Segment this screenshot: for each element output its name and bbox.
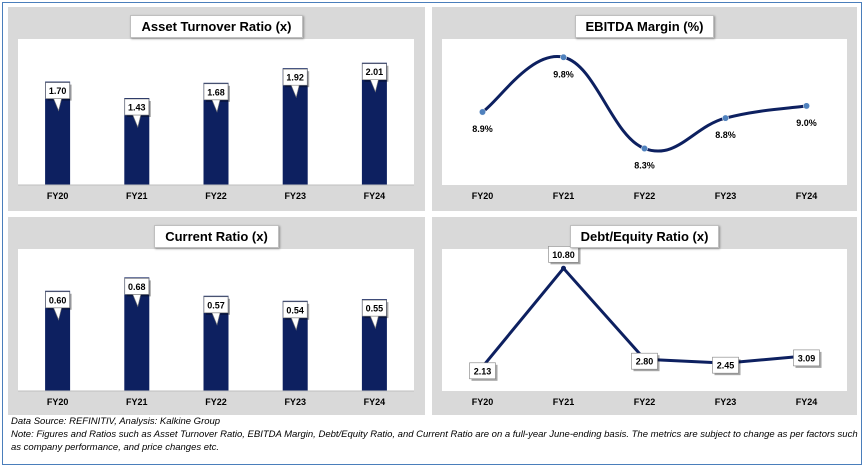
ebitda-margin-point-fy23: [722, 114, 729, 122]
debt-equity-label-fy23-group: 2.45: [712, 356, 741, 376]
asset-turnover-label-fy21-box: [124, 98, 150, 116]
current-ratio-label-fy20-group: 0.60: [45, 291, 72, 321]
debt-equity-chart: 2.13 10.80 2.80 2.45 3.09 FY20 FY21 FY22 FY23 FY2…: [442, 246, 847, 407]
ebitda-margin-x-tick-fy23: FY23: [715, 191, 737, 201]
current-ratio-label-fy23-group: 0.54: [282, 301, 310, 331]
debt-equity-label-fy21-box: [548, 246, 579, 263]
debt-equity-label-fy23: 2.45: [717, 361, 735, 371]
asset-turnover-label-fy24-box: [362, 63, 387, 81]
note-text: Note: Figures and Ratios such as Asset T…: [11, 429, 858, 453]
asset-turnover-label-fy23: 1.92: [286, 73, 304, 83]
current-ratio-x-tick-fy20: FY20: [47, 397, 69, 407]
debt-equity-label-fy21: 10.80: [552, 250, 575, 260]
current-ratio-label-fy20: 0.60: [49, 295, 67, 305]
ebitda-margin-x-tick-fy22: FY22: [634, 191, 656, 201]
debt-equity-x-tick-fy23: FY23: [715, 397, 737, 407]
debt-equity-point-fy21: [561, 265, 566, 271]
asset-turnover-label-fy24-group: 2.01: [362, 63, 389, 93]
current-ratio-label-fy22: 0.57: [207, 300, 225, 310]
ebitda-margin-label-fy22: 8.3%: [634, 161, 655, 171]
current-ratio-x-tick-fy23: FY23: [284, 397, 306, 407]
debt-equity-label-fy20: 2.13: [474, 366, 492, 376]
current-ratio-x-tick-fy22: FY22: [205, 397, 227, 407]
asset-turnover-label-fy21: 1.43: [128, 103, 146, 113]
asset-turnover-chart: 1.70 1.43 1.68 1.92 2.01 FY20 FY21 FY22 FY23 FY24: [18, 39, 414, 201]
current-ratio-label-fy24-box: [362, 299, 387, 317]
ebitda-margin-label-fy24: 9.0%: [796, 118, 817, 128]
asset-turnover-label-fy20-group: 1.70: [45, 82, 72, 112]
asset-turnover-label-fy20: 1.70: [49, 86, 67, 96]
asset-turnover-label-fy22: 1.68: [207, 87, 225, 97]
asset-turnover-x-tick-fy20: FY20: [47, 191, 69, 201]
current-ratio-label-fy21-box: [124, 278, 150, 295]
asset-turnover-label-fy22-box: [203, 83, 229, 101]
ebitda-margin-title: EBITDA Margin (%): [574, 15, 715, 38]
debt-equity-label-fy21-group: 10.80: [548, 246, 581, 265]
ebitda-margin-point-fy22: [641, 145, 648, 152]
asset-turnover-panel: 1.70 1.43 1.68 1.92 2.01 FY20 FY21 FY22 FY23 FY24…: [8, 7, 425, 211]
asset-turnover-label-fy23-group: 1.92: [282, 68, 310, 99]
debt-equity-label-fy20-box: [469, 362, 496, 380]
ebitda-margin-chart: 8.9% 9.8% 8.3% 8.8% 9.0% FY20 FY21 FY22 FY23 FY24: [442, 39, 847, 201]
current-ratio-label-fy24: 0.55: [366, 304, 384, 314]
asset-turnover-label-fy24: 2.01: [366, 67, 384, 77]
current-ratio-label-fy22-box: [203, 296, 229, 314]
debt-equity-label-fy24-box: [793, 349, 820, 367]
asset-turnover-x-tick-fy23: FY23: [284, 191, 306, 201]
current-ratio-label-fy20-box: [45, 291, 70, 309]
current-ratio-label-fy22-group: 0.57: [203, 296, 230, 326]
ebitda-margin-plot-area: [442, 39, 847, 185]
asset-turnover-label-fy21-group: 1.43: [124, 98, 151, 128]
debt-equity-label-fy23-box: [712, 356, 739, 374]
current-ratio-label-fy23: 0.54: [286, 305, 304, 315]
asset-turnover-x-tick-fy21: FY21: [126, 191, 148, 201]
footer-notes: Data Source: REFINITIV, Analysis: Kalkin…: [11, 415, 861, 454]
debt-equity-x-tick-fy24: FY24: [796, 397, 818, 407]
ebitda-margin-point-fy24: [803, 102, 810, 110]
asset-turnover-x-tick-fy22: FY22: [205, 191, 227, 201]
current-ratio-label-fy21-group: 0.68: [124, 278, 151, 308]
current-ratio-x-tick-fy21: FY21: [126, 397, 148, 407]
debt-equity-title: Debt/Equity Ratio (x): [569, 225, 720, 248]
current-ratio-label-fy24-group: 0.55: [362, 299, 389, 330]
current-ratio-label-fy23-box: [282, 301, 308, 319]
ebitda-margin-x-tick-fy21: FY21: [553, 191, 575, 201]
current-ratio-chart: 0.60 0.68 0.57 0.54 0.55 FY20 FY21 FY22 FY23 FY24: [18, 249, 414, 407]
debt-equity-label-fy22: 2.80: [636, 357, 654, 367]
current-ratio-x-tick-fy24: FY24: [364, 397, 386, 407]
current-ratio-panel: 0.60 0.68 0.57 0.54 0.55 FY20 FY21 FY22 FY23 FY24…: [8, 217, 425, 415]
debt-equity-x-tick-fy22: FY22: [634, 397, 656, 407]
current-ratio-title: Current Ratio (x): [154, 225, 279, 248]
debt-equity-label-fy20-group: 2.13: [469, 362, 498, 381]
data-source-text: Data Source: REFINITIV, Analysis: Kalkin…: [11, 416, 221, 427]
asset-turnover-x-tick-fy24: FY24: [364, 191, 386, 201]
ebitda-margin-panel: 8.9% 9.8% 8.3% 8.8% 9.0% FY20 FY21 FY22 FY23 FY24…: [432, 7, 857, 211]
debt-equity-panel: 2.13 10.80 2.80 2.45 3.09 FY20 FY21 FY22 FY23 FY2…: [432, 217, 857, 415]
debt-equity-x-tick-fy20: FY20: [472, 397, 494, 407]
asset-turnover-label-fy22-group: 1.68: [203, 83, 230, 113]
asset-turnover-label-fy20-box: [45, 82, 70, 99]
ebitda-margin-label-fy20: 8.9%: [472, 124, 493, 134]
asset-turnover-label-fy23-box: [282, 68, 308, 86]
ebitda-margin-x-tick-fy24: FY24: [796, 191, 818, 201]
asset-turnover-title: Asset Turnover Ratio (x): [130, 15, 303, 38]
debt-equity-label-fy22-group: 2.80: [631, 352, 660, 372]
debt-equity-label-fy24: 3.09: [798, 353, 816, 363]
current-ratio-label-fy21: 0.68: [128, 282, 146, 292]
debt-equity-x-tick-fy21: FY21: [553, 397, 575, 407]
debt-equity-label-fy24-group: 3.09: [793, 349, 822, 368]
ebitda-margin-x-tick-fy20: FY20: [472, 191, 494, 201]
ebitda-margin-point-fy21: [560, 53, 567, 61]
ebitda-margin-point-fy20: [479, 108, 486, 116]
ebitda-margin-label-fy23: 8.8%: [715, 130, 736, 140]
ebitda-margin-label-fy21: 9.8%: [553, 69, 574, 79]
debt-equity-label-fy22-box: [631, 352, 658, 370]
